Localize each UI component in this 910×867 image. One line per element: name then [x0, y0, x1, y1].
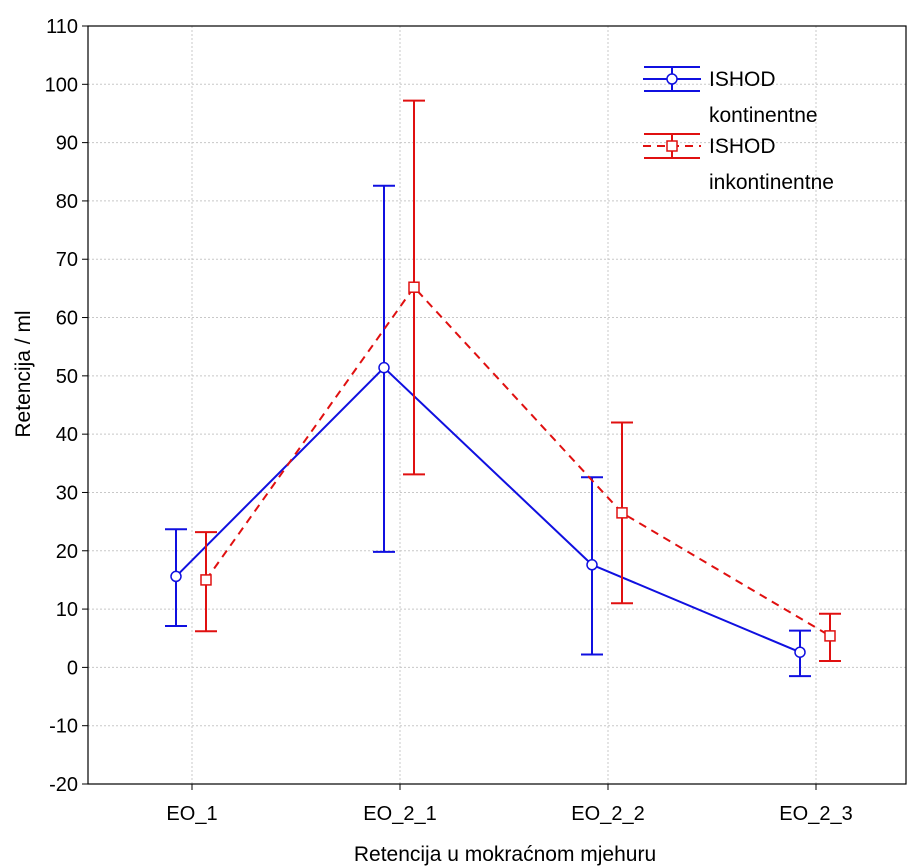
- y-tick-label: 40: [56, 424, 78, 446]
- legend-label: ISHOD: [709, 135, 776, 158]
- data-point: [794, 646, 806, 658]
- y-axis-label: Retencija / ml: [12, 310, 35, 437]
- legend-marker: [666, 140, 678, 152]
- plot-frame: [87, 25, 907, 785]
- y-tick-label: 100: [45, 74, 78, 96]
- series: [165, 99, 841, 678]
- data-point: [200, 574, 212, 586]
- data-point: [170, 570, 182, 583]
- legend-label: kontinentne: [709, 104, 818, 127]
- y-tick-label: 70: [56, 249, 78, 271]
- data-point: [616, 507, 628, 519]
- x-tick-label: EO_2_3: [779, 803, 852, 825]
- y-tick-label: 50: [56, 366, 78, 388]
- legend-label: inkontinentne: [709, 171, 834, 194]
- y-tick-label: 30: [56, 482, 78, 504]
- data-point: [378, 361, 390, 374]
- x-tick-label: EO_2_1: [363, 803, 436, 825]
- x-tick-label: EO_2_2: [571, 803, 644, 825]
- series-line-2: [205, 285, 831, 637]
- axes: -20 -10 0 10 20 30 40 50 60 70 80 90 100 110 EO_1 EO_2_…: [45, 16, 907, 825]
- y-tick-label: 0: [67, 657, 78, 679]
- y-tick-label: 90: [56, 133, 78, 155]
- x-axis-label: Retencija u mokraćnom mjehuru: [354, 843, 656, 866]
- y-tick-label: -10: [49, 716, 78, 738]
- y-tick-label: 80: [56, 191, 78, 213]
- y-tick-label: 60: [56, 308, 78, 330]
- legend-label: ISHOD: [709, 68, 776, 91]
- data-point: [824, 630, 836, 642]
- data-point: [408, 281, 420, 293]
- grid: [88, 26, 906, 784]
- y-tick-label: 110: [46, 16, 78, 38]
- x-tick-label: EO_1: [166, 803, 217, 825]
- data-point: [586, 559, 598, 571]
- y-tick-label: 10: [56, 599, 78, 621]
- y-tick-label: 20: [56, 541, 78, 563]
- legend-marker: [666, 73, 678, 85]
- y-tick-label: -20: [49, 774, 78, 796]
- legend: ISHOD kontinentne ISHOD inkontinentne: [643, 66, 834, 194]
- series-line-1: [175, 366, 801, 654]
